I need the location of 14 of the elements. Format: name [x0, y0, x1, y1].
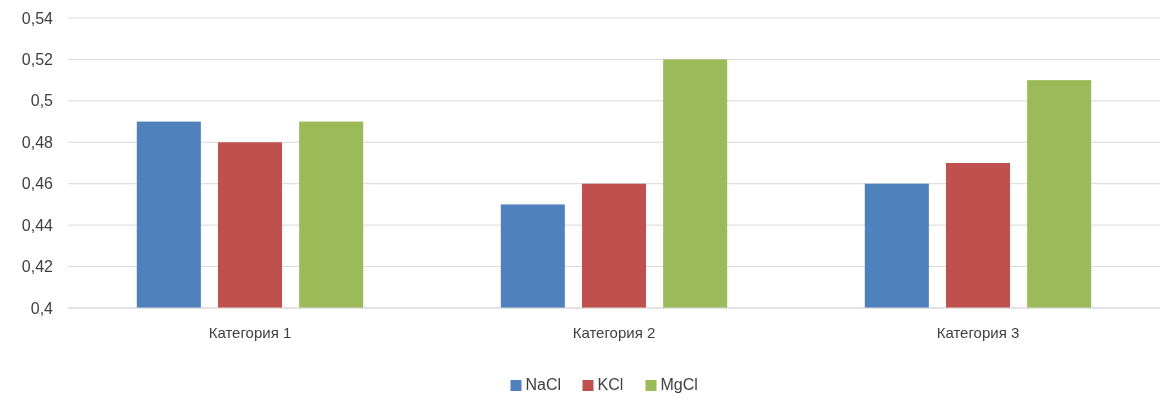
y-tick-label: 0,4: [30, 299, 54, 317]
y-tick-label: 0,52: [21, 51, 54, 69]
legend-label: NaCl: [525, 376, 562, 393]
y-tick-label: 0,46: [21, 175, 54, 193]
legend-label: MgCl: [660, 376, 698, 393]
x-tick-label: Категория 3: [936, 324, 1020, 341]
y-tick-label: 0,48: [21, 133, 54, 151]
legend-label: KCl: [597, 376, 624, 393]
y-tick-label: 0,44: [21, 216, 54, 234]
y-tick-label: 0,5: [30, 92, 54, 110]
x-tick-label: Категория 2: [572, 324, 656, 341]
x-tick-label: Категория 1: [208, 324, 292, 341]
y-tick-label: 0,54: [21, 9, 54, 27]
y-tick-label: 0,42: [21, 258, 54, 276]
